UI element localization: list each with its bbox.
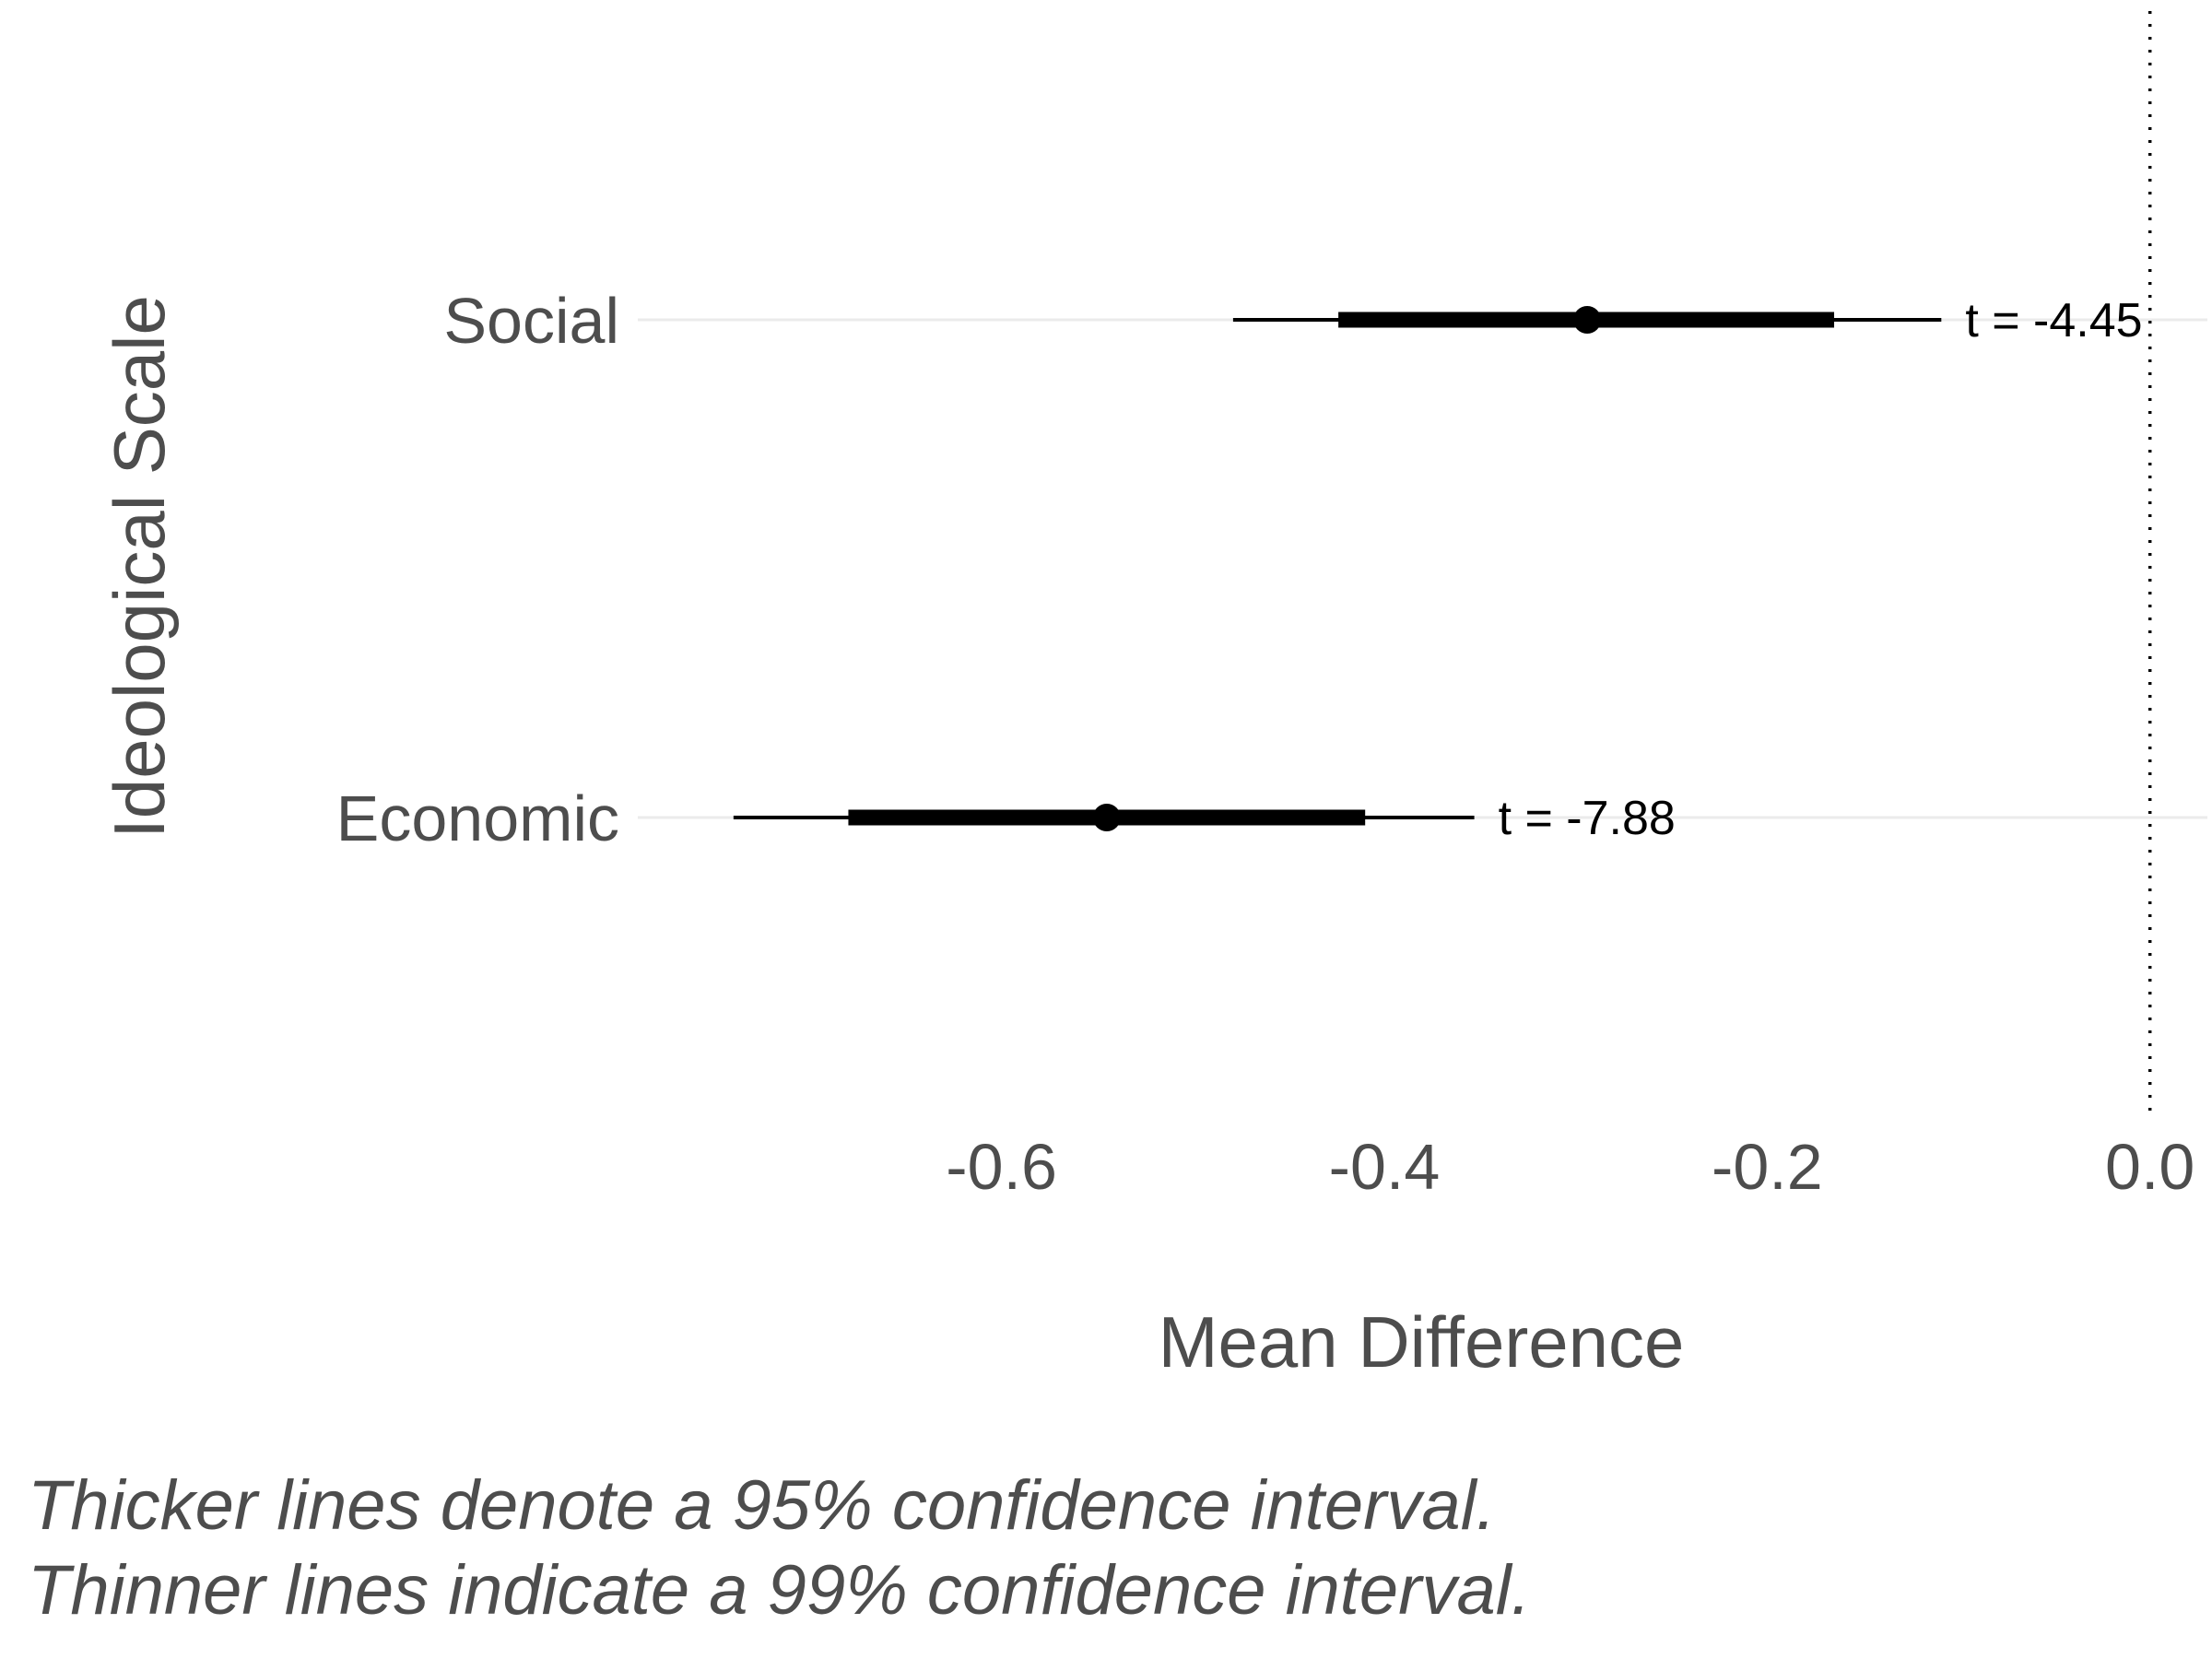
x-tick-label: -0.6 [946,1131,1057,1203]
x-tick-label: -0.2 [1712,1131,1823,1203]
economic-point-estimate [1092,804,1121,831]
y-tick-label-economic: Economic [336,782,619,854]
grid-layer [638,318,2207,819]
social-t-statistic: t = -4.45 [1965,294,2142,347]
economic-t-statistic: t = -7.88 [1499,792,1676,845]
caption-line-2: Thinner lines indicate a 99% confidence … [28,1551,1531,1630]
x-tick-label: 0.0 [2105,1131,2194,1203]
labels-layer: t = -4.45 Social t = -7.88 Economic -0.6 -0.4… [336,285,2195,1203]
social-point-estimate [1573,306,1602,334]
caption-line-1: Thicker lines denote a 95% confidence in… [28,1466,1496,1545]
marks-layer [733,306,1942,831]
x-tick-label: -0.4 [1329,1131,1441,1203]
caption: Thicker lines denote a 95% confidence in… [28,1464,2184,1633]
y-tick-label-social: Social [443,285,619,357]
y-axis-title: Ideological Scale [99,295,180,839]
x-axis-title: Mean Difference [1159,1301,1685,1382]
